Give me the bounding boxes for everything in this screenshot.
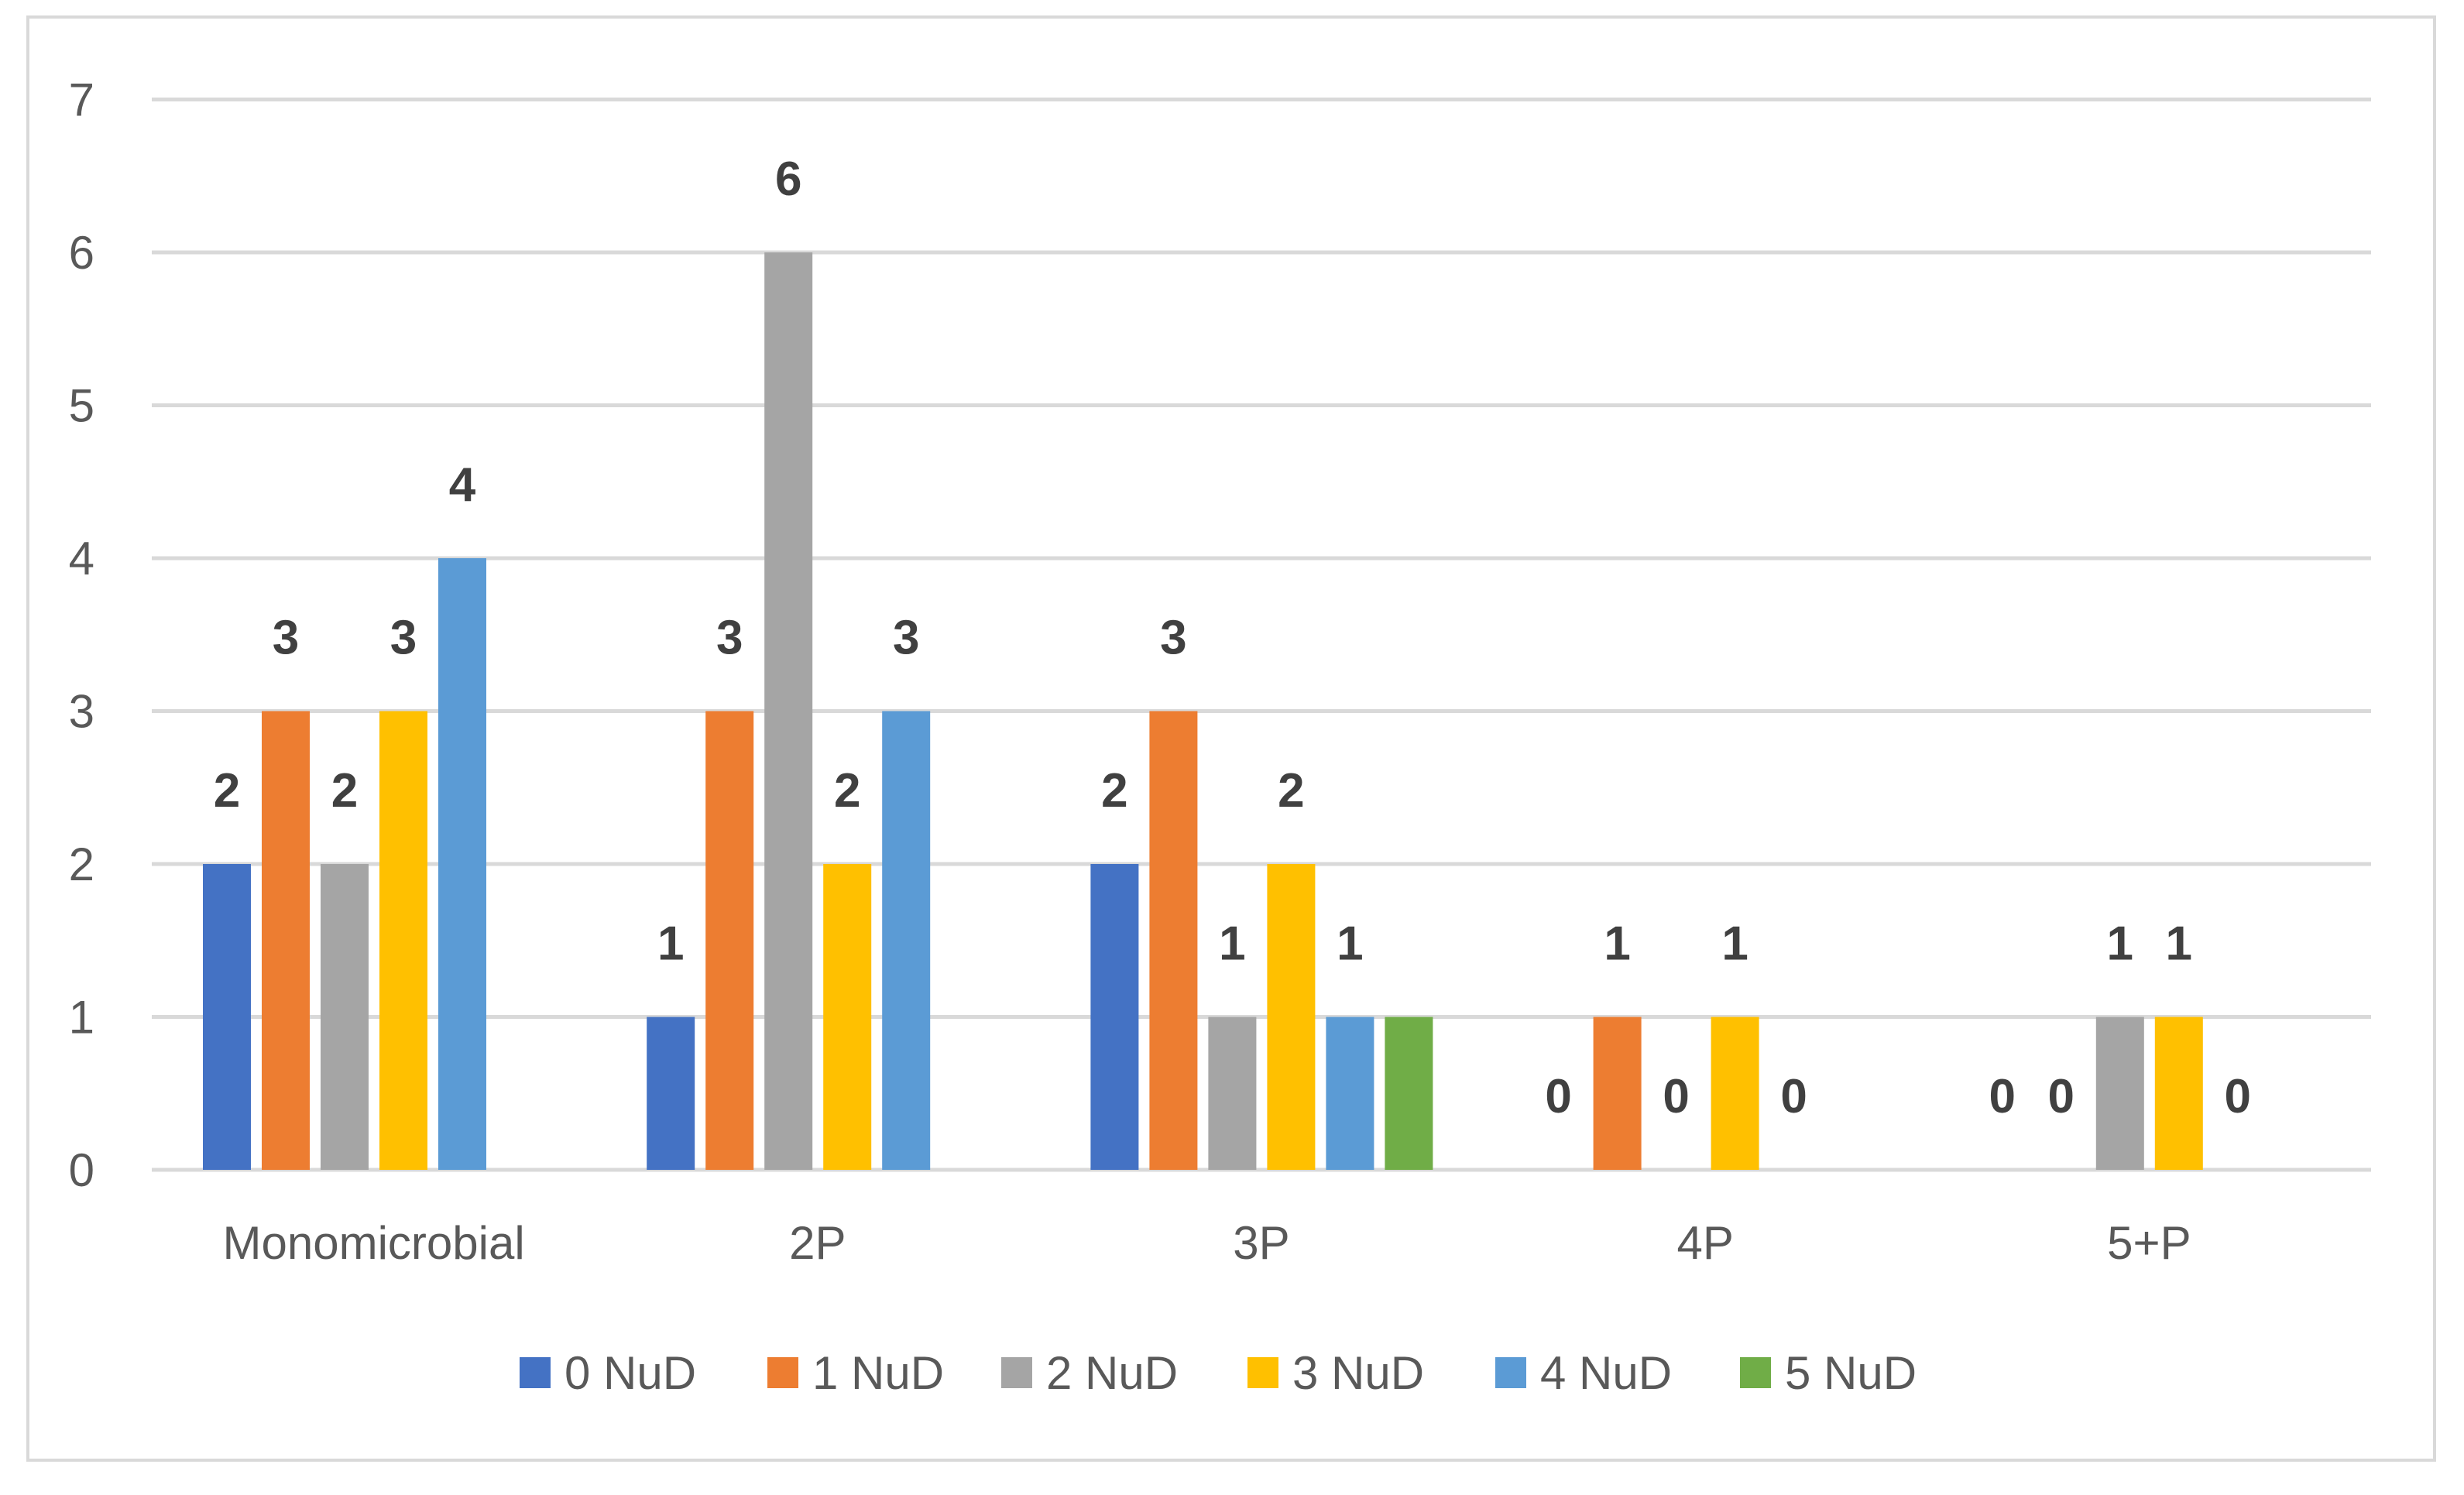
data-label: 1 <box>1337 917 1363 971</box>
data-label: 2 <box>214 764 240 818</box>
legend-label: 4 NuD <box>1540 1347 1672 1399</box>
data-label: 0 <box>1663 1070 1689 1123</box>
bar <box>262 711 310 1170</box>
data-label: 0 <box>1780 1070 1807 1123</box>
y-tick-label: 3 <box>69 686 94 738</box>
legend-label: 2 NuD <box>1046 1347 1178 1399</box>
bar <box>379 711 427 1170</box>
x-category-label: 2P <box>789 1217 846 1269</box>
x-category-label: Monomicrobial <box>223 1217 525 1269</box>
bar <box>438 558 486 1170</box>
data-label: 4 <box>449 458 476 512</box>
bar <box>823 864 872 1170</box>
bar <box>1208 1017 1257 1170</box>
data-label: 3 <box>1160 612 1186 665</box>
data-label: 1 <box>1721 917 1748 971</box>
bar <box>1149 711 1198 1170</box>
bar <box>764 252 813 1170</box>
bar <box>647 1017 695 1170</box>
bar <box>2095 1017 2144 1170</box>
y-tick-label: 2 <box>69 838 94 890</box>
data-label: 3 <box>893 612 919 665</box>
chart-frame <box>26 15 2436 1462</box>
legend-swatch <box>1001 1357 1032 1388</box>
y-tick-label: 7 <box>69 74 94 126</box>
y-tick-label: 0 <box>69 1144 94 1196</box>
bar <box>1326 1017 1374 1170</box>
data-label: 3 <box>716 612 743 665</box>
data-label: 3 <box>390 612 417 665</box>
bar <box>1090 864 1139 1170</box>
y-tick-label: 5 <box>69 380 94 432</box>
data-label: 1 <box>2166 917 2192 971</box>
data-label: 2 <box>834 764 860 818</box>
x-category-label: 4P <box>1677 1217 1734 1269</box>
legend-swatch <box>1740 1357 1771 1388</box>
data-label: 3 <box>273 612 299 665</box>
x-category-label: 3P <box>1233 1217 1289 1269</box>
bar <box>705 711 754 1170</box>
y-tick-label: 4 <box>69 533 94 585</box>
data-label: 0 <box>2225 1070 2251 1123</box>
legend-swatch <box>1495 1357 1526 1388</box>
y-tick-label: 1 <box>69 992 94 1044</box>
data-label: 0 <box>2048 1070 2074 1123</box>
data-label: 0 <box>1989 1070 2016 1123</box>
data-label: 1 <box>657 917 684 971</box>
bar <box>321 864 369 1170</box>
legend-label: 1 NuD <box>812 1347 944 1399</box>
y-tick-label: 6 <box>69 227 94 279</box>
data-label: 2 <box>1278 764 1304 818</box>
data-label: 1 <box>1604 917 1630 971</box>
bar <box>2154 1017 2203 1170</box>
bar <box>1385 1017 1433 1170</box>
bar <box>1711 1017 1759 1170</box>
legend-label: 5 NuD <box>1785 1347 1917 1399</box>
data-label: 2 <box>331 764 358 818</box>
legend-swatch <box>767 1357 798 1388</box>
bar <box>882 711 931 1170</box>
data-label: 6 <box>775 153 801 206</box>
legend-swatch <box>1247 1357 1278 1388</box>
data-label: 1 <box>2107 917 2133 971</box>
data-label: 2 <box>1101 764 1127 818</box>
legend-swatch <box>520 1357 551 1388</box>
bar <box>1267 864 1316 1170</box>
data-label: 0 <box>1545 1070 1571 1123</box>
data-label: 1 <box>1219 917 1245 971</box>
x-category-label: 5+P <box>2107 1217 2191 1269</box>
bar <box>1593 1017 1642 1170</box>
legend-label: 0 NuD <box>565 1347 696 1399</box>
bar <box>203 864 251 1170</box>
legend-label: 3 NuD <box>1292 1347 1424 1399</box>
